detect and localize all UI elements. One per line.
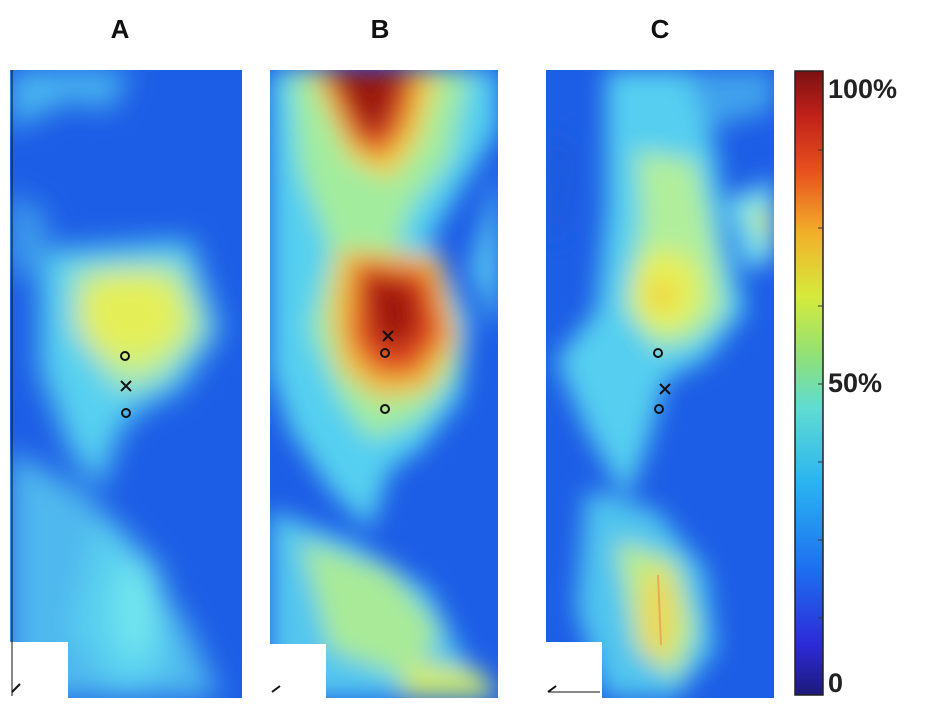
cross-marker [659, 383, 671, 395]
heatmap-panel-b [270, 70, 498, 698]
circle-marker [120, 351, 130, 361]
panel-label-a: A [110, 14, 130, 44]
circle-marker [653, 348, 663, 358]
cross-marker [382, 330, 394, 342]
heatmap-panel-a [10, 70, 242, 698]
panel-label-b: B [370, 14, 390, 44]
circle-marker [121, 408, 131, 418]
circle-marker [380, 348, 390, 358]
circle-marker [654, 404, 664, 414]
colorbar-min-label: 0 [828, 668, 844, 698]
colorbar [794, 70, 824, 696]
colorbar-mid-label: 50% [828, 368, 883, 398]
panel-label-c: C [650, 14, 670, 44]
heatmap-panel-c [546, 70, 774, 698]
colorbar-max-label: 100% [828, 74, 898, 104]
cross-marker [120, 380, 132, 392]
circle-marker [380, 404, 390, 414]
